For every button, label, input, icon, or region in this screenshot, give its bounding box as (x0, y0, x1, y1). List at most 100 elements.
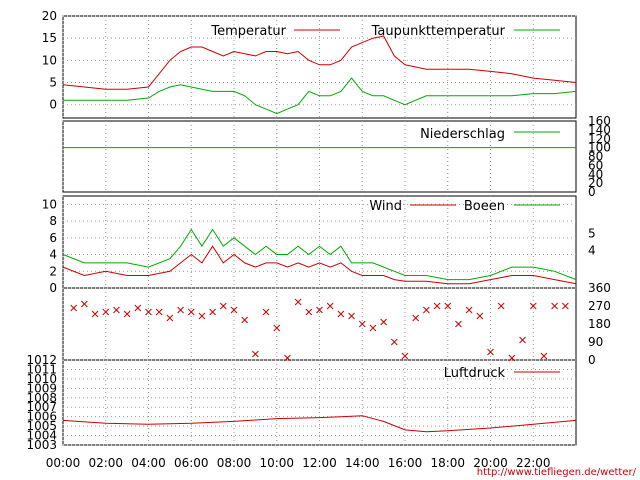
wind-direction-point (134, 304, 142, 312)
y-tick-label-right: 180 (588, 317, 611, 331)
y-tick-label-right: 80 (588, 150, 603, 164)
wind-direction-point (262, 308, 270, 316)
wind-direction-point (273, 324, 281, 332)
y-tick-label: 0 (49, 98, 57, 112)
wind-direction-point (219, 302, 227, 310)
wind-direction-point (519, 336, 526, 344)
wind-direction-point (358, 320, 366, 328)
y-tick-label: 4 (49, 248, 57, 262)
y-tick-label: 1010 (26, 372, 57, 386)
y-tick-label: 2 (49, 264, 57, 278)
series-line-taupunkttemperatur (63, 77, 577, 115)
wind-direction-point (209, 308, 216, 316)
wind-direction-point (187, 308, 195, 316)
x-tick-label: 10:00 (259, 456, 294, 470)
wind-direction-point (155, 308, 163, 316)
wind-direction-point (241, 316, 249, 324)
y-tick-label-right: 270 (588, 299, 611, 313)
wind-direction-point (348, 312, 355, 320)
wind-direction-point (252, 350, 259, 358)
wind-direction-point (337, 310, 345, 318)
series-line-luftdruck (62, 415, 577, 433)
y-tick-label-right: 0 (588, 185, 596, 199)
y-tick-label-right: 5 (588, 227, 596, 241)
legend-niederschlag: Niederschlag (420, 127, 505, 142)
series-line-wind (62, 245, 577, 285)
series-line-temperatur (62, 35, 577, 90)
wind-direction-point (305, 308, 313, 316)
y-tick-label: 8 (49, 214, 57, 228)
y-tick-label: 6 (49, 231, 57, 245)
legend-wind: Wind (369, 199, 402, 214)
y-tick-label: 5 (49, 76, 57, 90)
y-tick-label-right: 90 (588, 335, 603, 349)
wind-direction-point (102, 308, 110, 316)
wind-direction-point (433, 302, 441, 310)
wind-direction-point (113, 306, 120, 314)
wind-direction-point (177, 306, 184, 314)
y-tick-label-right: 120 (588, 132, 611, 146)
wind-direction-point (316, 306, 323, 314)
wind-direction-point (561, 302, 569, 310)
wind-direction-point (380, 318, 387, 326)
x-tick-label: 18:00 (430, 456, 465, 470)
x-tick-label: 16:00 (388, 456, 423, 470)
y-tick-label-right: 40 (588, 167, 603, 181)
wind-direction-point (423, 306, 430, 314)
y-tick-label: 1006 (26, 410, 57, 424)
y-tick-label-right: 100 (588, 141, 611, 155)
wind-direction-point (401, 352, 409, 360)
x-tick-label: 20:00 (473, 456, 508, 470)
legend-taupunkt: Taupunkttemperatur (371, 24, 506, 39)
wind-direction-point (465, 306, 473, 314)
y-tick-label: 1011 (26, 362, 57, 376)
x-tick-label: 00:00 (46, 456, 81, 470)
y-tick-label-right: 4 (588, 243, 596, 257)
series-line-boeen (62, 228, 577, 281)
x-tick-label: 22:00 (516, 456, 551, 470)
legend-boeen: Boeen (464, 199, 505, 214)
y-tick-label: 0 (49, 281, 57, 295)
y-tick-label: 1003 (26, 438, 57, 452)
wind-direction-point (145, 308, 152, 316)
wind-direction-point (91, 310, 99, 318)
wind-direction-point (497, 302, 505, 310)
y-tick-label: 1008 (26, 391, 57, 405)
y-tick-label: 20 (42, 9, 57, 23)
x-tick-label: 12:00 (302, 456, 337, 470)
y-tick-label-right: 360 (588, 281, 611, 295)
source-url: http://www.tiefliegen.de/wetter/ (477, 467, 637, 478)
wind-direction-point (540, 352, 548, 360)
wind-direction-point (230, 306, 238, 314)
y-tick-label-right: 60 (588, 158, 603, 172)
x-tick-label: 14:00 (345, 456, 380, 470)
wind-direction-point (284, 354, 291, 362)
y-tick-label-right: 160 (588, 114, 611, 128)
y-tick-label: 1004 (26, 429, 57, 443)
wind-direction-point (476, 312, 484, 320)
wind-direction-point (508, 354, 516, 362)
wind-direction-point (529, 302, 537, 310)
x-tick-label: 08:00 (217, 456, 252, 470)
wind-direction-point (326, 302, 334, 310)
y-tick-label: 1007 (26, 400, 57, 414)
x-tick-label: 04:00 (131, 456, 166, 470)
x-tick-label: 02:00 (88, 456, 123, 470)
y-tick-label: 1005 (26, 419, 57, 433)
wind-direction-point (444, 302, 452, 310)
wind-direction-point (412, 314, 420, 322)
y-tick-label-right: 20 (588, 176, 603, 190)
legend-temperatur: Temperatur (210, 24, 286, 39)
wind-direction-point (123, 310, 131, 318)
wind-direction-point (551, 302, 558, 310)
wind-direction-point (198, 312, 206, 320)
y-tick-label: 10 (42, 197, 57, 211)
y-tick-label: 15 (42, 31, 57, 45)
y-tick-label: 10 (42, 53, 57, 67)
y-tick-label-right: 0 (588, 353, 596, 367)
y-tick-label: 1009 (26, 381, 57, 395)
wind-direction-point (487, 348, 494, 356)
wind-direction-point (166, 314, 174, 322)
wind-direction-point (81, 300, 88, 308)
